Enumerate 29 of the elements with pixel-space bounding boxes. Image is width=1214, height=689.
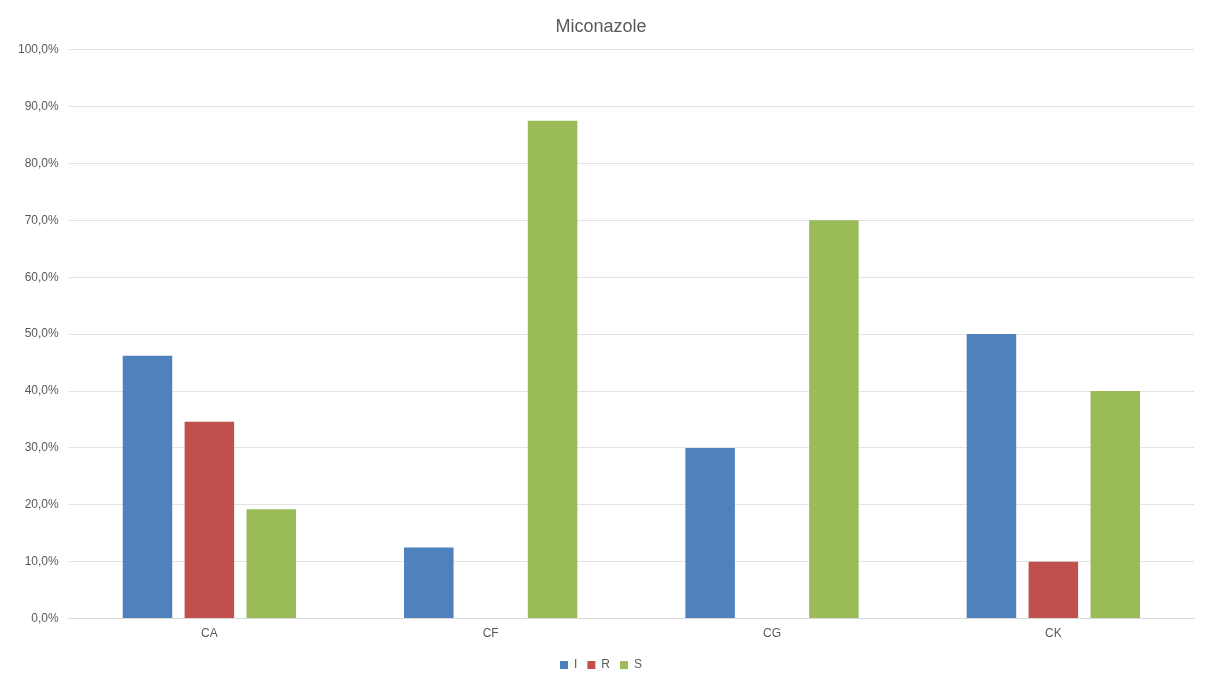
y-tick-label: 30,0% xyxy=(24,440,60,455)
y-tick-label: 0,0% xyxy=(31,610,60,625)
bar xyxy=(966,334,1017,619)
x-tick-label: CA xyxy=(201,626,218,641)
legend-label: S xyxy=(634,657,643,672)
x-tick-label: CF xyxy=(482,626,499,641)
bar xyxy=(1090,391,1140,619)
y-tick-label: 60,0% xyxy=(24,269,60,284)
bar xyxy=(685,447,735,619)
y-tick-label: 40,0% xyxy=(24,383,60,398)
y-tick-label: 70,0% xyxy=(24,212,60,227)
y-tick-label: 50,0% xyxy=(24,326,60,341)
bar xyxy=(184,421,235,619)
y-tick-label: 80,0% xyxy=(24,155,60,170)
bar xyxy=(404,547,454,619)
bar xyxy=(122,355,173,619)
legend-label: I xyxy=(574,657,578,672)
y-tick-label: 10,0% xyxy=(24,554,60,569)
y-tick-label: 100,0% xyxy=(18,41,60,56)
x-tick-label: CK xyxy=(1045,626,1062,641)
bar xyxy=(809,220,859,619)
bar xyxy=(1028,561,1079,619)
chart-title: Miconazole xyxy=(555,15,647,36)
y-tick-label: 90,0% xyxy=(24,98,60,113)
bar xyxy=(527,120,578,619)
legend-label: R xyxy=(601,657,611,672)
y-tick-label: 20,0% xyxy=(24,497,60,512)
x-tick-label: CG xyxy=(763,626,782,641)
bar xyxy=(246,509,297,619)
